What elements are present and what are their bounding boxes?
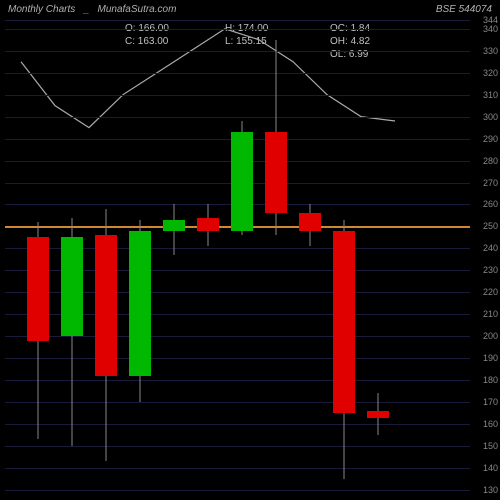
y-tick-label: 150 (470, 441, 498, 451)
candle-body (299, 213, 321, 231)
title-label: Monthly Charts (8, 4, 75, 15)
chart-area (5, 20, 470, 490)
source-label: MunafaSutra.com (97, 4, 176, 15)
candle (27, 20, 49, 490)
y-tick-label: 240 (470, 243, 498, 253)
y-tick-label: 130 (470, 485, 498, 495)
candle-body (367, 411, 389, 418)
y-tick-label: 140 (470, 463, 498, 473)
y-tick-label: 290 (470, 134, 498, 144)
candle-body (61, 237, 83, 336)
y-tick-label: 300 (470, 112, 498, 122)
y-tick-label: 344 (470, 15, 498, 25)
y-tick-label: 170 (470, 397, 498, 407)
candle-body (231, 132, 253, 231)
y-axis: 1301401501601701801902002102202302402502… (470, 20, 498, 490)
candle-body (333, 231, 355, 413)
candle (231, 20, 253, 490)
chart-header: Monthly Charts _ MunafaSutra.com BSE 544… (8, 4, 492, 18)
y-tick-label: 270 (470, 178, 498, 188)
candle (299, 20, 321, 490)
y-tick-label: 250 (470, 221, 498, 231)
y-tick-label: 180 (470, 375, 498, 385)
candle-body (265, 132, 287, 213)
y-tick-label: 310 (470, 90, 498, 100)
candle (95, 20, 117, 490)
y-tick-label: 210 (470, 309, 498, 319)
y-tick-label: 340 (470, 24, 498, 34)
candle (197, 20, 219, 490)
y-tick-label: 260 (470, 199, 498, 209)
candle-body (163, 220, 185, 231)
candle-body (27, 237, 49, 340)
y-tick-label: 320 (470, 68, 498, 78)
candle-body (129, 231, 151, 376)
gridline (5, 490, 470, 491)
candle (61, 20, 83, 490)
y-tick-label: 280 (470, 156, 498, 166)
candle-body (95, 235, 117, 376)
symbol-label: BSE 544074 (436, 4, 492, 15)
y-tick-label: 160 (470, 419, 498, 429)
y-tick-label: 230 (470, 265, 498, 275)
candle (129, 20, 151, 490)
y-tick-label: 330 (470, 46, 498, 56)
candle (367, 20, 389, 490)
candle (163, 20, 185, 490)
y-tick-label: 200 (470, 331, 498, 341)
y-tick-label: 190 (470, 353, 498, 363)
candle-body (197, 218, 219, 231)
y-tick-label: 220 (470, 287, 498, 297)
candle (333, 20, 355, 490)
candle (265, 20, 287, 490)
